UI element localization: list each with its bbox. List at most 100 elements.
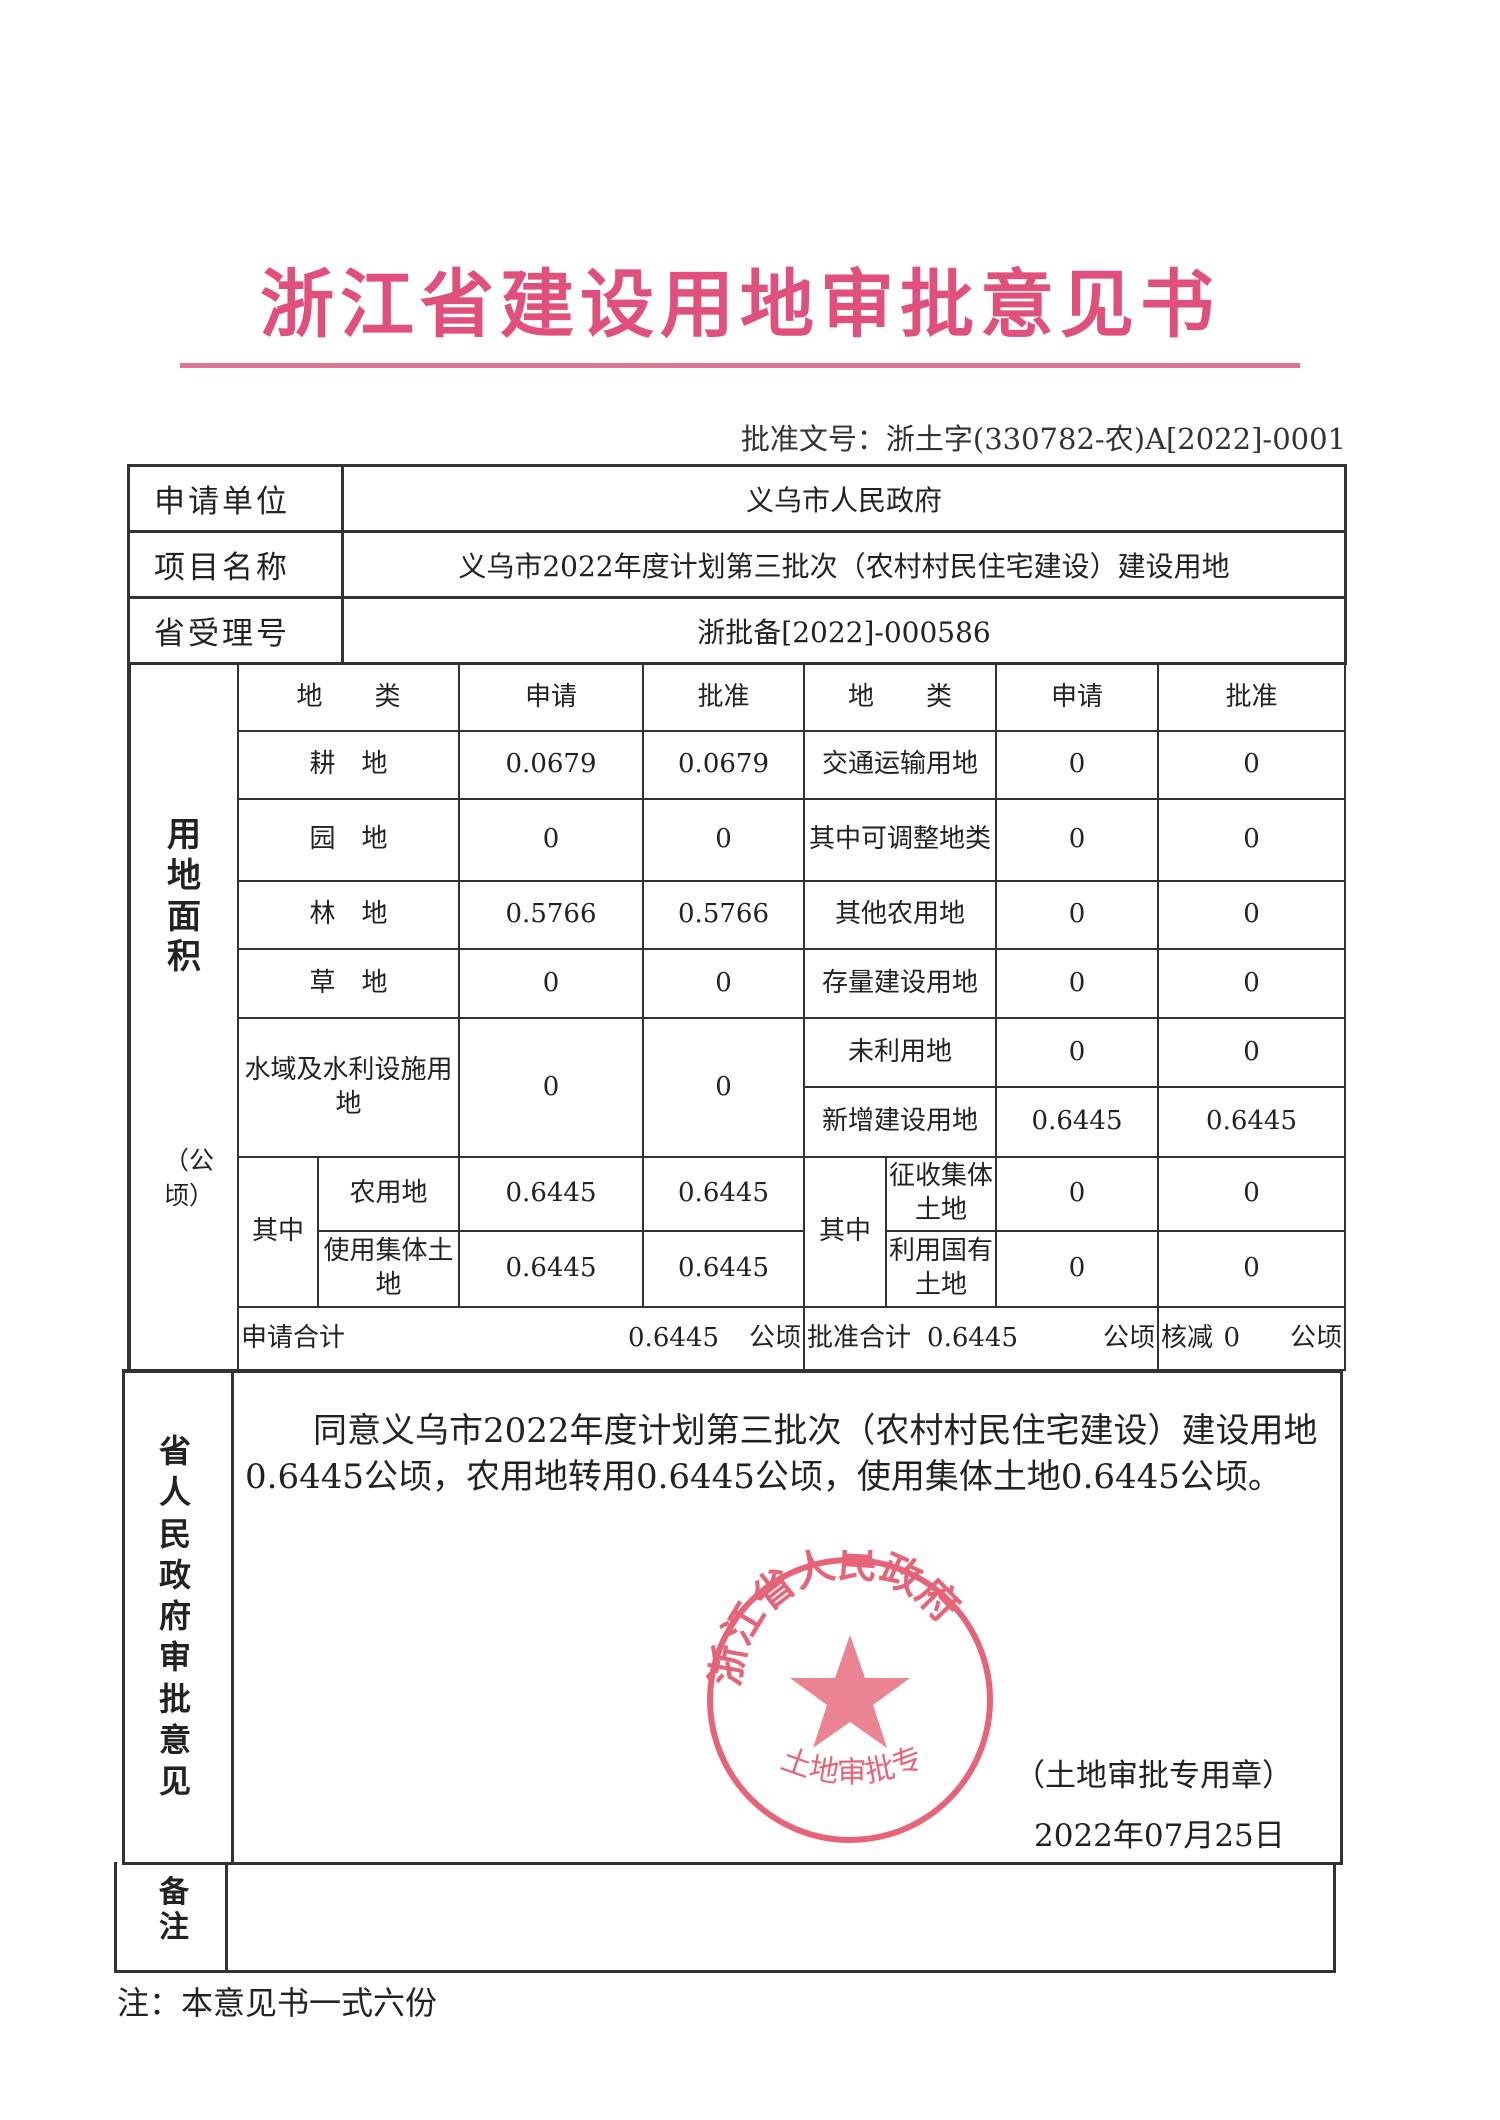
applied-value: 0 — [995, 798, 1160, 882]
opinion-text: 同意义乌市2022年度计划第三批次（农村村民住宅建设）建设用地0.6445公顷，… — [245, 1411, 1318, 1497]
acceptance-no-value: 浙批备[2022]-000586 — [341, 596, 1347, 665]
seal-ring — [707, 1557, 993, 1843]
project-value: 义乌市2022年度计划第三批次（农村村民住宅建设）建设用地 — [341, 530, 1347, 599]
table-row: 园 地 0 0 其中可调整地类 0 0 — [129, 798, 1347, 882]
applied-value: 0 — [458, 1017, 645, 1158]
applied-total-label: 申请合计 — [241, 1322, 346, 1353]
land-area-section-label: 用地面积 （公顷） — [127, 663, 239, 1371]
land-type: 存量建设用地 — [803, 948, 998, 1019]
document-title: 浙江省建设用地审批意见书 — [260, 262, 1220, 348]
reduced-value: 0 — [1223, 1322, 1241, 1353]
table-row: 耕 地 0.0679 0.0679 交通运输用地 0 0 — [129, 730, 1347, 800]
title-rule — [180, 363, 1300, 368]
header-table: 申请单位 义乌市人民政府 项目名称 义乌市2022年度计划第三批次（农村村民住宅建设… — [127, 464, 1347, 665]
reduced-total: 核减 0 公顷 — [1157, 1306, 1347, 1371]
land-type: 交通运输用地 — [803, 730, 998, 800]
applied-value: 0 — [995, 1017, 1160, 1088]
project-label: 项目名称 — [127, 530, 344, 599]
approved-total-value: 0.6445 — [927, 1322, 1019, 1353]
land-type: 利用国有土地 — [885, 1230, 998, 1308]
land-type: 使用集体土地 — [316, 1230, 461, 1308]
approved-value: 0 — [1157, 948, 1347, 1019]
applied-value: 0 — [995, 880, 1160, 950]
of-which-label: 其中 — [803, 1156, 888, 1308]
land-area-label: 用地面积 — [167, 815, 201, 978]
land-type: 水域及水利设施用地 — [236, 1017, 461, 1158]
table-row: 申请单位 义乌市人民政府 — [127, 464, 1347, 533]
land-type: 园 地 — [236, 798, 461, 882]
remarks-label: 备注 — [159, 1875, 189, 1945]
stamp-top-text: 浙江省人民政府 — [703, 1550, 968, 1689]
approved-value: 0.6445 — [642, 1156, 806, 1232]
applied-value: 0 — [995, 1156, 1160, 1232]
table-row: 林 地 0.5766 0.5766 其他农用地 0 0 — [129, 880, 1347, 950]
land-type: 其中可调整地类 — [803, 798, 998, 882]
applied-value: 0.5766 — [458, 880, 645, 950]
approved-value: 0 — [1157, 798, 1347, 882]
of-which-label: 其中 — [237, 1156, 319, 1308]
applied-value: 0.6445 — [458, 1230, 645, 1308]
reduced-label: 核减 — [1161, 1322, 1214, 1353]
approved-value: 0.6445 — [642, 1230, 806, 1308]
approved-value: 0 — [642, 948, 806, 1019]
official-seal-stamp: 浙江省人民政府 土地审批专用章 — [700, 1550, 993, 1843]
approved-value: 0 — [1157, 730, 1347, 800]
header-applied: 申请 — [458, 663, 645, 732]
header-land-type: 地 类 — [803, 663, 998, 732]
seal-label: （土地审批专用章） — [1014, 1758, 1293, 1794]
approved-value: 0.6445 — [1157, 1086, 1347, 1158]
applied-total-value: 0.6445 — [628, 1322, 719, 1353]
applied-value: 0.6445 — [995, 1086, 1160, 1158]
applied-value: 0 — [995, 948, 1160, 1019]
applied-value: 0 — [458, 798, 645, 882]
applied-value: 0 — [995, 1230, 1160, 1308]
approved-value: 0 — [642, 1017, 806, 1158]
table-row: 水域及水利设施用地 0 0 未利用地 0 0 — [129, 1017, 1347, 1158]
approved-value: 0 — [1157, 880, 1347, 950]
approved-value: 0 — [1157, 1017, 1347, 1088]
header-approved: 批准 — [642, 663, 806, 732]
approval-date: 2022年07月25日 — [1034, 1818, 1285, 1854]
table-row: 草 地 0 0 存量建设用地 0 0 — [129, 948, 1347, 1019]
unit: 公顷 — [749, 1322, 802, 1353]
approved-total-label: 批准合计 — [807, 1322, 912, 1353]
approved-value: 0 — [1157, 1156, 1347, 1232]
opinion-label: 省人民政府审批意见 — [159, 1432, 192, 1801]
land-type: 耕 地 — [236, 730, 461, 800]
table-row: 使用集体土地 0.6445 0.6445 利用国有土地 0 0 — [129, 1230, 1347, 1308]
land-area-table: 用地面积 （公顷） 地 类 申请 批准 地 类 申请 批准 耕 地 0.0679… — [127, 663, 1347, 1371]
approval-opinion-section: 省人民政府审批意见 同意义乌市2022年度计划第三批次（农村村民住宅建设）建设用… — [122, 1369, 1343, 1865]
approved-value: 0.0679 — [642, 730, 806, 800]
table-row: 用地面积 （公顷） 地 类 申请 批准 地 类 申请 批准 — [127, 663, 1347, 1371]
footnote: 注：本意见书一式六份 — [117, 1984, 438, 2022]
approved-value: 0 — [642, 798, 806, 882]
applied-value: 0 — [995, 730, 1160, 800]
land-type: 其他农用地 — [803, 880, 998, 950]
header-approved: 批准 — [1157, 663, 1347, 732]
applied-value: 0 — [458, 948, 645, 1019]
applied-value: 0.0679 — [458, 730, 645, 800]
land-type: 草 地 — [236, 948, 461, 1019]
remarks-section: 备注 — [114, 1862, 1336, 1973]
table-row: 省受理号 浙批备[2022]-000586 — [127, 596, 1347, 665]
applied-total: 申请合计 0.6445 公顷 — [236, 1306, 806, 1371]
land-type: 征收集体土地 — [885, 1156, 998, 1232]
table-row: 新增建设用地 0.6445 0.6445 — [129, 1086, 1347, 1158]
unit-label: （公顷） — [164, 1146, 215, 1211]
unit: 公顷 — [1103, 1322, 1156, 1353]
header-land-type: 地 类 — [236, 663, 461, 732]
header-applied: 申请 — [995, 663, 1160, 732]
approved-total: 批准合计 0.6445 公顷 — [803, 1306, 1160, 1371]
land-type: 新增建设用地 — [803, 1086, 998, 1158]
land-type: 农用地 — [316, 1156, 461, 1232]
land-type: 未利用地 — [803, 1017, 998, 1088]
table-row: 项目名称 义乌市2022年度计划第三批次（农村村民住宅建设）建设用地 — [127, 530, 1347, 599]
totals-row: 申请合计 0.6445 公顷 批准合计 0.6445 公顷 核减 0 公顷 — [129, 1306, 1347, 1371]
table-row: 其中 农用地 0.6445 0.6445 其中 征收集体土地 0 0 — [129, 1156, 1347, 1308]
applicant-value: 义乌市人民政府 — [341, 464, 1347, 533]
approved-value: 0.5766 — [642, 880, 806, 950]
approved-value: 0 — [1157, 1230, 1347, 1308]
star-icon — [790, 1635, 910, 1748]
applied-value: 0.6445 — [458, 1156, 645, 1232]
land-type: 林 地 — [236, 880, 461, 950]
